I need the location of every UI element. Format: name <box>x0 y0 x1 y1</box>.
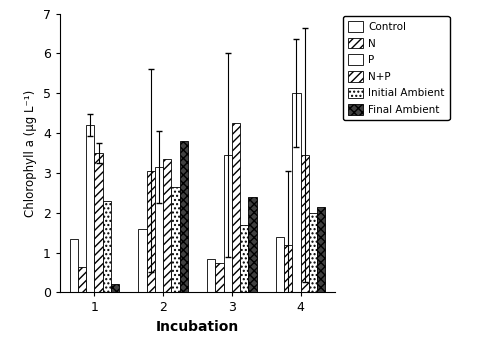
Bar <box>224 155 232 292</box>
Bar <box>102 201 111 292</box>
Bar <box>180 141 188 292</box>
Bar <box>86 125 94 292</box>
Bar <box>111 285 119 292</box>
Bar <box>240 225 248 292</box>
Bar <box>276 237 284 292</box>
Bar <box>146 171 155 292</box>
Bar <box>216 262 224 292</box>
Bar <box>155 167 163 292</box>
Bar <box>292 93 300 292</box>
Bar <box>300 155 309 292</box>
Bar <box>232 123 240 292</box>
Bar <box>284 244 292 292</box>
Bar <box>317 207 326 292</box>
Y-axis label: Chlorophyll a (μg L⁻¹): Chlorophyll a (μg L⁻¹) <box>24 89 38 217</box>
Bar <box>138 229 146 292</box>
X-axis label: Incubation: Incubation <box>156 320 239 334</box>
Bar <box>309 213 317 292</box>
Bar <box>172 187 179 292</box>
Bar <box>207 258 216 292</box>
Bar <box>94 153 102 292</box>
Bar <box>70 239 78 292</box>
Bar <box>248 197 256 292</box>
Bar <box>163 159 172 292</box>
Bar <box>78 267 86 292</box>
Legend: Control, N, P, N+P, Initial Ambient, Final Ambient: Control, N, P, N+P, Initial Ambient, Fin… <box>343 16 450 120</box>
